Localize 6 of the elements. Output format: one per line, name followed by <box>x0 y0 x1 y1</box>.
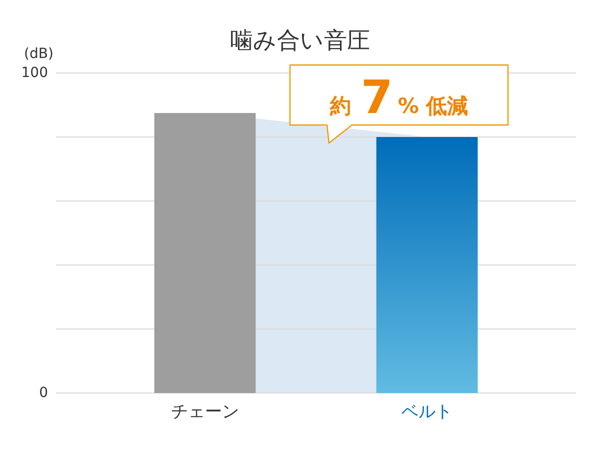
y-tick-label: 100 <box>21 65 48 81</box>
chart-title: 噛み合い音圧 <box>230 28 370 54</box>
y-axis-title: (dB) <box>24 46 54 62</box>
x-tick-label: チェーン <box>170 402 239 422</box>
y-tick-label: 0 <box>39 385 48 401</box>
x-tick-label: ベルト <box>402 402 453 422</box>
